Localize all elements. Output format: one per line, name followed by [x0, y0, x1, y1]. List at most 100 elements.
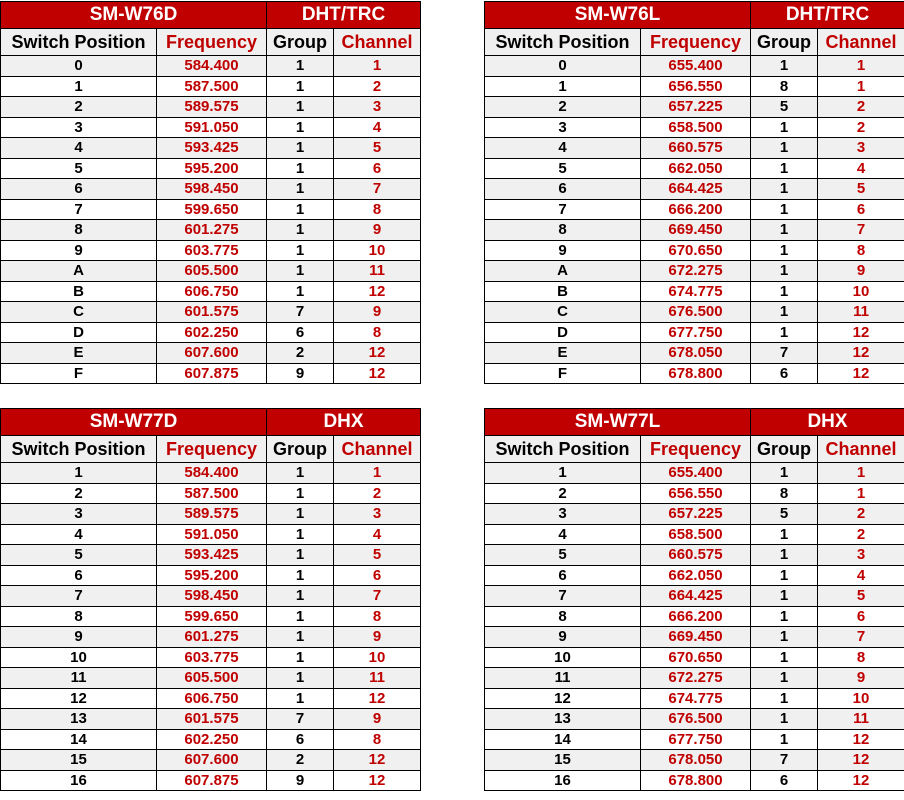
- header-switch-position: Switch Position: [0, 28, 157, 56]
- table-sm-w76d: SM-W76D DHT/TRC Switch Position Frequency G…: [0, 1, 422, 384]
- cell-switch-position: 4: [0, 523, 157, 545]
- cell-group: 1: [266, 260, 334, 282]
- cell-switch-position: F: [0, 362, 157, 384]
- table-row: 14 602.250 6 8: [0, 728, 421, 750]
- cell-channel: 10: [817, 687, 904, 709]
- cell-frequency: 678.050: [640, 342, 751, 364]
- header-frequency: Frequency: [156, 435, 267, 463]
- cell-channel: 9: [332, 301, 422, 323]
- cell-channel: 8: [333, 605, 421, 627]
- header-frequency: Frequency: [640, 435, 751, 463]
- cell-switch-position: C: [484, 301, 641, 323]
- table-row: 15 678.050 7 12: [484, 749, 904, 771]
- cell-switch-position: 8: [0, 219, 157, 241]
- cell-frequency: 602.250: [156, 728, 267, 750]
- cell-channel: 4: [332, 116, 422, 138]
- table-sm-w77d: SM-W77D DHX Switch Position Frequency Group…: [0, 408, 421, 791]
- table-row: 9 601.275 1 9: [0, 626, 421, 648]
- cell-frequency: 669.450: [640, 626, 751, 648]
- cell-switch-position: 7: [484, 198, 641, 220]
- cell-group: 1: [750, 646, 818, 668]
- cell-switch-position: 6: [0, 564, 157, 586]
- header-group: Group: [266, 28, 334, 56]
- cell-group: 1: [750, 198, 818, 220]
- cell-frequency: 655.400: [640, 462, 751, 484]
- cell-channel: 2: [816, 116, 904, 138]
- cell-group: 8: [750, 482, 818, 504]
- cell-switch-position: 5: [0, 544, 157, 566]
- cell-group: 1: [750, 544, 818, 566]
- cell-frequency: 605.500: [156, 667, 267, 689]
- cell-switch-position: 14: [0, 728, 157, 750]
- cell-frequency: 662.050: [640, 157, 751, 179]
- model-name: SM-W77D: [0, 408, 267, 436]
- cell-switch-position: 8: [0, 605, 157, 627]
- table-row: 3 657.225 5 2: [484, 503, 904, 525]
- column-header-row: Switch Position Frequency Group Channel: [484, 435, 904, 463]
- cell-frequency: 672.275: [640, 260, 751, 282]
- cell-group: 1: [750, 687, 818, 709]
- cell-group: 1: [266, 523, 334, 545]
- cell-frequency: 591.050: [156, 523, 267, 545]
- cell-switch-position: E: [484, 342, 641, 364]
- cell-switch-position: 6: [484, 178, 641, 200]
- cell-frequency: 607.600: [156, 342, 267, 364]
- cell-channel: 2: [817, 503, 904, 525]
- cell-channel: 12: [332, 362, 422, 384]
- table-row: 15 607.600 2 12: [0, 749, 421, 771]
- cell-frequency: 674.775: [640, 280, 751, 302]
- cell-group: 1: [266, 687, 334, 709]
- cell-group: 1: [750, 219, 818, 241]
- cell-channel: 4: [333, 523, 421, 545]
- cell-frequency: 666.200: [640, 198, 751, 220]
- cell-frequency: 678.050: [640, 749, 751, 771]
- cell-switch-position: 12: [484, 687, 641, 709]
- cell-frequency: 678.800: [640, 769, 751, 791]
- cell-switch-position: D: [484, 321, 641, 343]
- cell-frequency: 589.575: [156, 503, 267, 525]
- cell-group: 1: [750, 116, 818, 138]
- header-group: Group: [750, 435, 818, 463]
- header-group: Group: [266, 435, 334, 463]
- cell-channel: 1: [816, 75, 904, 97]
- table-row: 6 662.050 1 4: [484, 564, 904, 586]
- cell-switch-position: 3: [484, 503, 641, 525]
- cell-group: 1: [750, 523, 818, 545]
- cell-switch-position: E: [0, 342, 157, 364]
- cell-group: 1: [750, 239, 818, 261]
- cell-group: 8: [750, 75, 818, 97]
- cell-switch-position: 15: [0, 749, 157, 771]
- table-row: 1 587.500 1 2: [0, 75, 422, 97]
- cell-switch-position: 2: [484, 96, 641, 118]
- cell-frequency: 589.575: [156, 96, 267, 118]
- cell-channel: 11: [816, 301, 904, 323]
- header-channel: Channel: [816, 28, 904, 56]
- cell-switch-position: 9: [0, 626, 157, 648]
- cell-group: 1: [266, 178, 334, 200]
- header-group: Group: [750, 28, 818, 56]
- table-row: 5 662.050 1 4: [484, 157, 904, 179]
- cell-group: 1: [266, 503, 334, 525]
- cell-switch-position: 5: [0, 157, 157, 179]
- table-row: 13 601.575 7 9: [0, 708, 421, 730]
- cell-frequency: 605.500: [156, 260, 267, 282]
- cell-group: 1: [266, 280, 334, 302]
- cell-frequency: 664.425: [640, 585, 751, 607]
- table-row: 0 584.400 1 1: [0, 55, 422, 77]
- cell-frequency: 595.200: [156, 157, 267, 179]
- table-row: 0 655.400 1 1: [484, 55, 904, 77]
- cell-channel: 6: [333, 564, 421, 586]
- cell-switch-position: 11: [484, 667, 641, 689]
- cell-switch-position: 9: [0, 239, 157, 261]
- cell-group: 1: [266, 198, 334, 220]
- header-frequency: Frequency: [640, 28, 751, 56]
- table-row: 3 658.500 1 2: [484, 116, 904, 138]
- cell-channel: 9: [332, 219, 422, 241]
- table-row: 7 664.425 1 5: [484, 585, 904, 607]
- cell-channel: 4: [816, 157, 904, 179]
- table-row: 5 595.200 1 6: [0, 157, 422, 179]
- cell-channel: 10: [333, 646, 421, 668]
- cell-switch-position: 2: [0, 96, 157, 118]
- table-row: B 674.775 1 10: [484, 280, 904, 302]
- cell-group: 7: [750, 342, 818, 364]
